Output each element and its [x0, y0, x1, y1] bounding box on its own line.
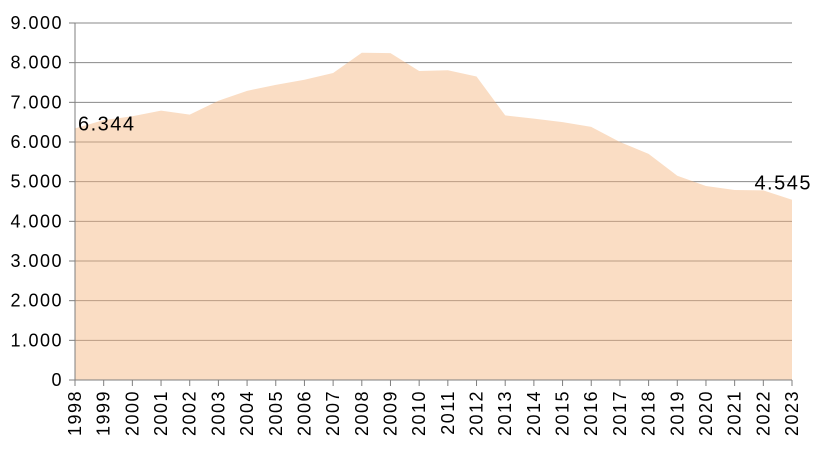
- y-tick-label: 2.000: [10, 291, 63, 311]
- x-tick-label: 2004: [237, 390, 257, 436]
- x-tick-label: 2014: [524, 390, 544, 436]
- x-tick-label: 2001: [151, 390, 171, 436]
- y-tick-label: 0: [51, 370, 63, 390]
- x-tick-label: 2022: [753, 390, 773, 436]
- x-tick-label: 2005: [266, 390, 286, 436]
- y-tick-label: 9.000: [10, 13, 63, 33]
- area-series: [75, 52, 792, 380]
- x-tick-label: 2020: [696, 390, 716, 436]
- y-tick-label: 1.000: [10, 330, 63, 350]
- x-tick-label: 2015: [553, 390, 573, 436]
- x-tick-label: 2013: [495, 390, 515, 436]
- x-tick-label: 2016: [581, 390, 601, 436]
- x-tick-label: 2017: [610, 390, 630, 436]
- x-tick-label: 2008: [352, 390, 372, 436]
- y-tick-label: 5.000: [10, 172, 63, 192]
- x-tick-label: 2003: [208, 390, 228, 436]
- x-tick-label: 2000: [122, 390, 142, 436]
- y-tick-label: 3.000: [10, 251, 63, 271]
- x-tick-label: 2009: [380, 390, 400, 436]
- x-tick-label: 2010: [409, 390, 429, 436]
- y-tick-label: 7.000: [10, 92, 63, 112]
- y-tick-label: 6.000: [10, 132, 63, 152]
- x-tick-label: 1998: [65, 390, 85, 436]
- x-tick-label: 1999: [94, 390, 114, 436]
- data-label-last: 4.545: [754, 173, 812, 195]
- x-tick-label: 2018: [639, 390, 659, 436]
- x-tick-label: 2007: [323, 390, 343, 436]
- x-tick-label: 2012: [467, 390, 487, 436]
- x-tick-label: 2002: [180, 390, 200, 436]
- y-tick-label: 8.000: [10, 53, 63, 73]
- x-tick-label: 2023: [782, 390, 802, 436]
- x-tick-label: 2021: [725, 390, 745, 436]
- x-tick-label: 2011: [438, 390, 458, 435]
- x-tick-label: 2019: [667, 390, 687, 436]
- x-tick-label: 2006: [294, 390, 314, 436]
- y-tick-label: 4.000: [10, 211, 63, 231]
- data-label-first: 6.344: [78, 113, 136, 135]
